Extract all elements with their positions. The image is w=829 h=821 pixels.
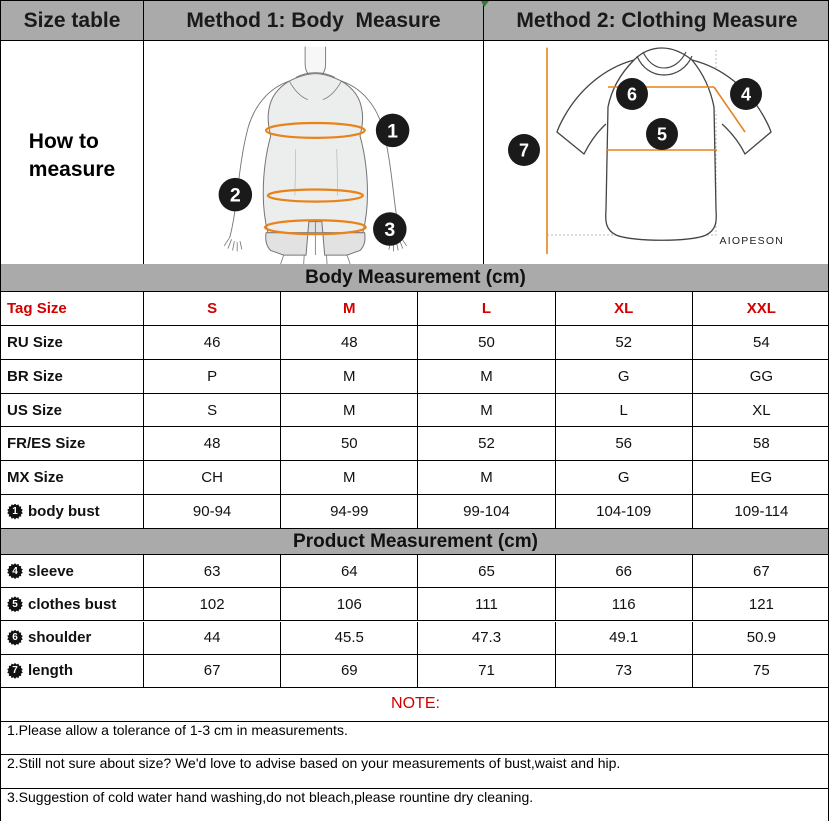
svg-text:5: 5: [657, 124, 667, 144]
svg-text:6: 6: [627, 84, 637, 104]
svg-text:3: 3: [384, 219, 395, 241]
svg-text:2: 2: [230, 184, 241, 206]
svg-text:7: 7: [519, 140, 529, 160]
svg-text:AIOPESON: AIOPESON: [720, 235, 784, 247]
svg-text:1: 1: [387, 120, 398, 142]
svg-text:4: 4: [741, 84, 751, 104]
